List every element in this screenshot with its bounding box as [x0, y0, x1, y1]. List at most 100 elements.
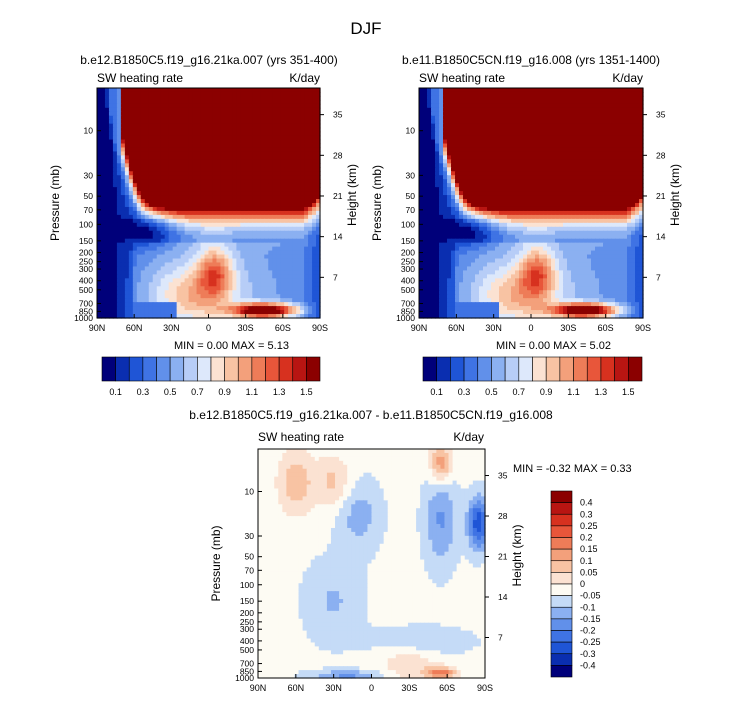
field-cell: [128, 222, 134, 228]
field-cell: [443, 171, 448, 176]
field-cell: [463, 203, 468, 208]
field-cell: [623, 147, 628, 153]
field-cell: [479, 179, 484, 184]
field-cell: [527, 95, 532, 101]
field-cell: [599, 147, 604, 153]
field-cell: [116, 127, 122, 133]
field-cell: [204, 127, 210, 133]
field-cell: [423, 183, 428, 188]
field-cell: [244, 203, 249, 208]
field-cell: [423, 95, 428, 101]
field-cell: [152, 115, 158, 121]
field-cell: [623, 163, 628, 168]
field-cell: [240, 206, 245, 212]
field-cell: [292, 218, 297, 224]
field-cell: [527, 139, 532, 145]
field-cell: [132, 107, 138, 113]
field-cell: [559, 147, 564, 153]
field-cell: [595, 95, 600, 101]
field-cell: [168, 139, 174, 145]
field-cell: [104, 123, 110, 129]
field-cell: [156, 119, 162, 125]
field-cell: [260, 254, 265, 260]
field-cell: [547, 127, 552, 133]
field-cell: [611, 159, 616, 164]
field-cell: [148, 242, 154, 248]
field-cell: [100, 187, 106, 192]
field-cell: [256, 286, 261, 291]
field-cell: [184, 147, 190, 153]
field-cell: [200, 143, 206, 149]
field-cell: [104, 214, 110, 220]
field-cell: [228, 278, 233, 283]
field-cell: [631, 88, 636, 93]
field-cell: [619, 111, 624, 117]
field-cell: [148, 258, 154, 264]
field-cell: [196, 155, 202, 160]
field-cell: [459, 119, 464, 125]
field-cell: [419, 139, 424, 145]
field-cell: [176, 298, 182, 303]
field-cell: [515, 103, 520, 109]
field-cell: [583, 159, 588, 164]
field-cell: [156, 139, 162, 145]
field-cell: [547, 135, 552, 141]
field-cell: [260, 310, 265, 315]
field-cell: [252, 254, 257, 260]
field-cell: [196, 306, 202, 311]
field-cell: [136, 95, 142, 101]
field-cell: [236, 234, 241, 240]
field-cell: [97, 167, 102, 172]
field-cell: [188, 254, 194, 260]
field-cell: [623, 195, 628, 200]
field-cell: [140, 262, 146, 268]
field-cell: [232, 262, 237, 268]
field-cell: [639, 163, 644, 168]
field-cell: [97, 282, 102, 287]
field-cell: [296, 99, 301, 105]
field-cell: [97, 274, 102, 279]
field-cell: [228, 302, 233, 307]
field-cell: [272, 195, 277, 200]
y-tick-label: 150: [79, 236, 93, 246]
field-cell: [467, 103, 472, 109]
field-cell: [128, 95, 134, 101]
field-cell: [268, 187, 273, 192]
x-tick-label: 30N: [163, 323, 180, 333]
field-cell: [224, 91, 230, 97]
field-cell: [288, 135, 293, 141]
field-cell: [543, 191, 548, 196]
field-cell: [216, 135, 222, 141]
field-cell: [507, 175, 512, 180]
field-cell: [136, 290, 142, 295]
field-cell: [447, 183, 452, 188]
field-cell: [180, 179, 186, 184]
field-cell: [547, 195, 552, 200]
field-cell: [100, 218, 106, 224]
field-cell: [116, 111, 122, 117]
field-cell: [188, 99, 194, 105]
field-cell: [172, 310, 178, 315]
field-cell: [296, 163, 301, 168]
field-cell: [108, 131, 114, 137]
field-cell: [435, 183, 440, 188]
field-cell: [112, 95, 118, 101]
field-cell: [280, 199, 285, 204]
field-cell: [475, 91, 480, 97]
field-cell: [200, 155, 206, 160]
field-cell: [627, 111, 632, 117]
field-cell: [168, 183, 174, 188]
field-cell: [471, 175, 476, 180]
field-cell: [196, 167, 202, 172]
field-cell: [112, 163, 118, 168]
field-cell: [615, 123, 620, 129]
field-cell: [176, 199, 182, 204]
field-cell: [615, 199, 620, 204]
field-cell: [148, 246, 154, 252]
field-cell: [300, 123, 305, 129]
field-cell: [483, 151, 488, 157]
field-cell: [208, 147, 214, 153]
field-cell: [140, 210, 146, 216]
field-cell: [635, 99, 640, 105]
field-cell: [172, 306, 178, 311]
